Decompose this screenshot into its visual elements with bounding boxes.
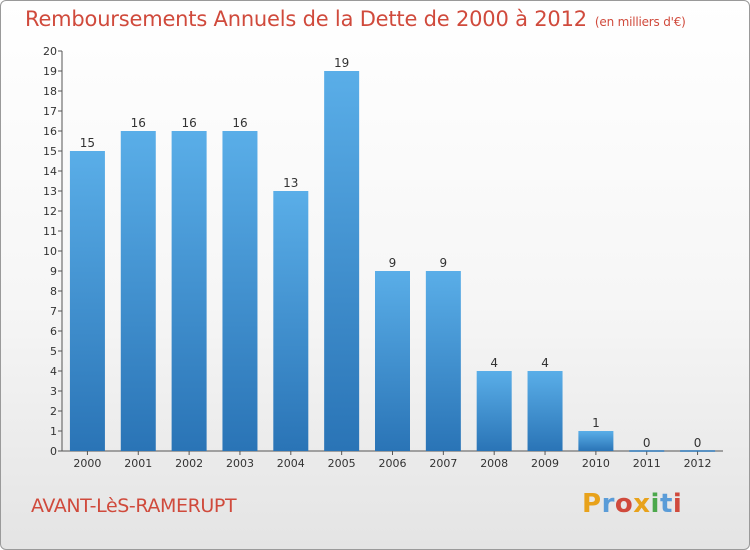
y-tick-label: 15 <box>43 145 57 158</box>
bar-2003 <box>222 131 258 451</box>
commune-name: AVANT-LèS-RAMERUPT <box>31 495 237 517</box>
logo-letter: P <box>582 489 602 519</box>
y-tick-label: 13 <box>43 185 57 198</box>
data-label: 4 <box>490 356 498 370</box>
y-tick-label: 12 <box>43 205 57 218</box>
bar-2002 <box>171 131 207 451</box>
y-tick-label: 4 <box>50 365 57 378</box>
y-tick-label: 0 <box>50 445 57 458</box>
logo-letter: r <box>601 489 615 519</box>
y-tick-label: 17 <box>43 105 57 118</box>
chart-title-text: Remboursements Annuels de la Dette de 20… <box>25 7 587 31</box>
x-tick-label: 2012 <box>684 457 712 470</box>
y-tick-label: 16 <box>43 125 57 138</box>
x-tick-label: 2001 <box>124 457 152 470</box>
y-tick-label: 9 <box>50 265 57 278</box>
x-tick-label: 2009 <box>531 457 559 470</box>
logo-letter: i <box>672 489 683 519</box>
proxiti-logo[interactable]: Proxiti <box>582 489 682 519</box>
logo-letter: t <box>659 489 673 519</box>
bar-2010 <box>578 431 614 451</box>
y-tick-label: 3 <box>50 385 57 398</box>
y-tick-label: 6 <box>50 325 57 338</box>
y-tick-label: 14 <box>43 165 57 178</box>
bar-2007 <box>425 271 461 451</box>
bar-2006 <box>375 271 410 451</box>
x-tick-label: 2002 <box>175 457 203 470</box>
y-tick-label: 18 <box>43 85 57 98</box>
bar-2001 <box>120 131 156 451</box>
y-tick-label: 11 <box>43 225 57 238</box>
data-labels: 15 16 16 16 13 19 9 9 4 4 1 0 0 <box>80 56 702 450</box>
data-label: 19 <box>334 56 349 70</box>
data-label: 16 <box>232 116 247 130</box>
data-label: 15 <box>80 136 95 150</box>
bar-2009 <box>527 371 563 451</box>
data-label: 1 <box>592 416 600 430</box>
data-label: 0 <box>694 436 702 450</box>
y-tick-label: 1 <box>50 425 57 438</box>
y-tick-label: 7 <box>50 305 57 318</box>
x-tick-label: 2008 <box>480 457 508 470</box>
x-tick-label: 2007 <box>429 457 457 470</box>
bar-2008 <box>476 371 512 451</box>
data-label: 13 <box>283 176 298 190</box>
data-label: 0 <box>643 436 651 450</box>
logo-letter: o <box>614 489 634 519</box>
x-tick-label: 2005 <box>328 457 356 470</box>
bar-2000 <box>69 151 105 451</box>
chart-title: Remboursements Annuels de la Dette de 20… <box>25 7 686 31</box>
x-tick-label: 2011 <box>633 457 661 470</box>
y-tick-label: 5 <box>50 345 57 358</box>
bar-2004 <box>273 191 309 451</box>
y-tick-label: 19 <box>43 65 57 78</box>
x-tick-label: 2004 <box>277 457 305 470</box>
x-tick-label: 2003 <box>226 457 254 470</box>
data-label: 16 <box>131 116 146 130</box>
data-label: 16 <box>181 116 196 130</box>
data-label: 4 <box>541 356 549 370</box>
x-tick-label: 2006 <box>379 457 407 470</box>
chart-subtitle: (en milliers d'€) <box>594 15 686 29</box>
bars <box>69 71 716 452</box>
y-tick-label: 8 <box>50 285 57 298</box>
y-tick-label: 2 <box>50 405 57 418</box>
data-label: 9 <box>440 256 448 270</box>
bar-2005 <box>324 71 360 451</box>
y-tick-label: 10 <box>43 245 57 258</box>
logo-letter: x <box>633 489 651 519</box>
y-tick-label: 20 <box>43 45 57 58</box>
x-axis: 2000 2001 2002 2003 2004 2005 2006 2007 2008 2009… <box>62 450 723 470</box>
data-label: 9 <box>389 256 397 270</box>
x-tick-label: 2010 <box>582 457 610 470</box>
logo-letter: i <box>650 489 660 519</box>
x-tick-label: 2000 <box>73 457 101 470</box>
